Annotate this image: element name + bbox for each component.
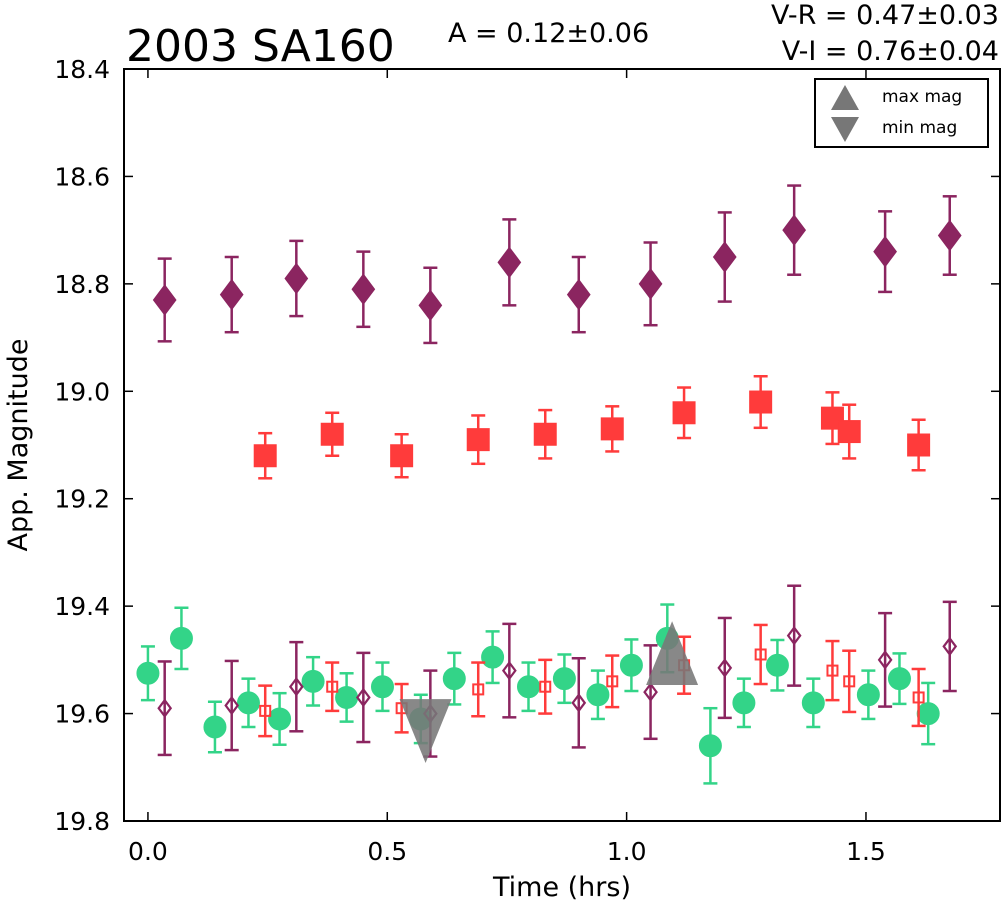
data-point-circle <box>619 653 643 677</box>
data-point-circle <box>169 626 193 650</box>
data-point-circle <box>136 661 160 685</box>
data-point-diamond <box>638 268 663 300</box>
x-tick-label: 0.0 <box>128 837 168 866</box>
data-point-circle <box>586 683 610 707</box>
data-point-square <box>253 444 277 468</box>
data-point-square <box>749 390 773 414</box>
data-point-circle <box>698 734 722 758</box>
data-point-square <box>390 444 414 468</box>
data-point-square <box>672 401 696 425</box>
y-tick-label: 19.0 <box>54 377 110 406</box>
data-point-square <box>837 420 861 444</box>
data-point-square <box>754 648 767 661</box>
plot-frame <box>123 68 1001 822</box>
data-point-diamond <box>152 284 177 316</box>
data-point-diamond <box>717 658 733 678</box>
y-tick-label: 18.4 <box>54 55 110 84</box>
data-point-square <box>606 675 619 688</box>
data-point-square <box>907 433 931 457</box>
data-point-diamond <box>877 650 893 670</box>
data-point-square <box>826 664 839 677</box>
data-point-circle <box>335 685 359 709</box>
data-point-diamond <box>942 636 958 657</box>
axis-ticks: 0.0 0.5 1.0 1.5 18.4 18.6 18.8 19.0 19.2 19.4 19.6… <box>54 55 1000 866</box>
data-point-circle <box>552 667 576 691</box>
data-point-circle <box>481 645 505 669</box>
data-point-diamond <box>712 241 737 273</box>
color-vr-annotation: V-R = 0.47±0.03 <box>771 0 999 31</box>
x-tick-label: 1.0 <box>607 837 647 866</box>
data-point-circle <box>516 675 540 699</box>
data-point-square <box>533 422 557 446</box>
plot-data-layer <box>136 184 962 785</box>
x-axis-label: Time (hrs) <box>492 872 631 903</box>
y-tick-label: 19.4 <box>54 592 110 621</box>
data-point-square <box>472 683 485 696</box>
x-tick-label: 1.5 <box>846 837 886 866</box>
data-point-diamond <box>284 262 309 295</box>
y-tick-label: 19.6 <box>54 700 110 729</box>
legend: max mag min mag <box>814 78 989 148</box>
data-point-diamond <box>418 289 443 322</box>
y-tick-label: 18.6 <box>54 162 110 191</box>
data-point-diamond <box>288 676 304 697</box>
data-point-circle <box>916 702 940 726</box>
data-point-diamond <box>643 682 658 702</box>
data-point-circle <box>203 715 227 739</box>
data-point-diamond <box>219 278 244 311</box>
data-point-circle <box>370 675 394 699</box>
data-point-diamond <box>873 235 897 268</box>
data-point-circle <box>732 691 756 715</box>
legend-max-mag-label: max mag <box>882 87 962 107</box>
data-point-diamond <box>782 214 807 246</box>
legend-min-mag-marker <box>831 117 859 142</box>
data-point-square <box>600 417 624 441</box>
data-point-diamond <box>566 278 591 311</box>
chart-title: 2003 SA160 <box>126 21 395 72</box>
x-tick-label: 0.5 <box>367 837 407 866</box>
data-point-circle <box>301 669 325 693</box>
data-point-square <box>326 680 339 693</box>
data-point-circle <box>856 683 880 707</box>
y-axis-label: App. Magnitude <box>3 339 34 552</box>
min-mag-marker <box>399 699 452 763</box>
y-tick-label: 19.8 <box>54 807 110 836</box>
data-point-circle <box>887 667 911 691</box>
data-point-diamond <box>157 698 173 719</box>
data-point-diamond <box>786 625 802 646</box>
data-point-square <box>320 422 344 446</box>
amplitude-annotation: A = 0.12±0.06 <box>448 18 649 49</box>
data-point-circle <box>236 691 260 715</box>
data-point-diamond <box>355 687 371 708</box>
legend-min-mag-label: min mag <box>882 118 957 138</box>
data-point-square <box>466 428 490 452</box>
data-point-diamond <box>571 692 587 713</box>
data-point-diamond <box>501 660 517 681</box>
data-point-square <box>539 680 552 693</box>
data-point-diamond <box>351 273 376 306</box>
y-tick-label: 18.8 <box>54 270 110 299</box>
max-mag-marker <box>646 621 699 686</box>
data-point-circle <box>268 707 292 731</box>
y-tick-label: 19.2 <box>54 485 110 514</box>
data-point-circle <box>442 667 466 691</box>
data-point-square <box>912 691 925 704</box>
data-point-square <box>259 704 272 717</box>
legend-max-mag-marker <box>831 85 859 110</box>
data-point-diamond <box>224 695 240 716</box>
data-point-circle <box>765 653 789 677</box>
data-point-circle <box>801 691 825 715</box>
data-point-diamond <box>937 219 962 252</box>
data-point-square <box>843 675 856 688</box>
color-vi-annotation: V-I = 0.76±0.04 <box>782 36 999 67</box>
data-point-diamond <box>497 246 522 279</box>
